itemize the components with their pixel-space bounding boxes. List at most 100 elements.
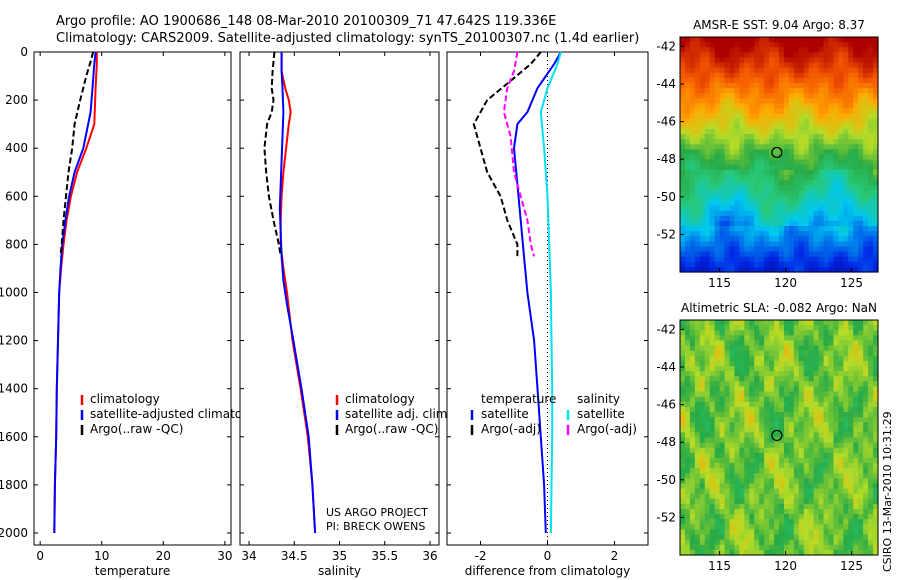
heatmap-cell xyxy=(858,452,864,459)
heatmap-cell xyxy=(779,473,785,479)
heatmap-cell xyxy=(734,442,740,449)
heatmap-cell xyxy=(788,498,795,505)
heatmap-cell xyxy=(714,185,721,191)
heatmap-cell xyxy=(873,261,879,268)
heatmap-cell xyxy=(729,205,736,212)
heatmap-cell xyxy=(798,256,805,263)
heatmap-cell xyxy=(838,355,844,362)
heatmap-cell xyxy=(729,417,736,423)
heatmap-cell xyxy=(873,376,879,382)
heatmap-cell xyxy=(749,210,755,217)
heatmap-cell xyxy=(803,57,810,64)
heatmap-cell xyxy=(684,52,691,59)
heatmap-cell xyxy=(798,473,805,479)
heatmap-cell xyxy=(873,381,879,388)
heatmap-cell xyxy=(724,468,731,474)
heatmap-cell xyxy=(813,52,820,59)
heatmap-cell xyxy=(843,534,849,541)
heatmap-cell xyxy=(714,509,721,515)
heatmap-cell xyxy=(734,205,740,212)
difference-xlabel: difference from climatology xyxy=(465,564,631,578)
heatmap-cell xyxy=(818,195,825,202)
heatmap-cell xyxy=(709,256,716,263)
heatmap-cell xyxy=(868,549,874,556)
heatmap-cell xyxy=(734,98,740,105)
heatmap-cell xyxy=(724,220,731,227)
heatmap-cell xyxy=(729,220,736,227)
heatmap-cell xyxy=(739,544,745,551)
heatmap-cell xyxy=(769,452,775,459)
heatmap-cell xyxy=(689,442,696,449)
heatmap-cell xyxy=(714,498,721,505)
heatmap-cell xyxy=(689,432,696,439)
heatmap-cell xyxy=(769,350,775,357)
heatmap-cell xyxy=(749,236,755,242)
heatmap-cell xyxy=(779,519,785,525)
heatmap-cell xyxy=(843,103,849,110)
heatmap-cell xyxy=(719,246,726,253)
heatmap-cell xyxy=(798,241,805,248)
heatmap-cell xyxy=(729,164,736,171)
heatmap-cell xyxy=(803,164,810,171)
heatmap-cell xyxy=(798,139,805,145)
heatmap-cell xyxy=(863,422,869,428)
heatmap-cell xyxy=(749,498,755,505)
heatmap-cell xyxy=(788,437,795,444)
heatmap-cell xyxy=(774,82,780,89)
heatmap-cell xyxy=(744,103,750,110)
heatmap-cell xyxy=(798,452,805,459)
heatmap-cell xyxy=(774,355,780,362)
heatmap-cell xyxy=(689,325,696,331)
heatmap-cell xyxy=(833,174,839,181)
heatmap-cell xyxy=(754,128,760,135)
heatmap-cell xyxy=(818,67,825,74)
heatmap-cell xyxy=(863,376,869,382)
heatmap-cell xyxy=(739,226,745,232)
heatmap-cell xyxy=(769,330,775,336)
heatmap-cell xyxy=(680,503,686,510)
heatmap-cell xyxy=(813,149,820,156)
heatmap-cell xyxy=(863,236,869,242)
heatmap-cell xyxy=(803,483,810,490)
heatmap-cell xyxy=(823,478,830,485)
heatmap-cell xyxy=(779,549,785,556)
heatmap-cell xyxy=(754,539,760,546)
heatmap-cell xyxy=(694,493,701,500)
heatmap-cell xyxy=(744,37,750,43)
heatmap-cell xyxy=(699,93,706,99)
heatmap-cell xyxy=(699,180,706,186)
heatmap-cell xyxy=(853,134,859,140)
heatmap-cell xyxy=(744,241,750,248)
heatmap-cell xyxy=(734,180,740,186)
heatmap-cell xyxy=(714,47,721,53)
heatmap-cell xyxy=(808,67,815,74)
heatmap-cell xyxy=(779,493,785,500)
heatmap-cell xyxy=(724,325,731,331)
salinity-xtick-label: 34 xyxy=(241,549,256,563)
heatmap-cell xyxy=(843,391,849,398)
heatmap-cell xyxy=(764,325,770,331)
heatmap-cell xyxy=(754,447,760,454)
heatmap-cell xyxy=(764,128,770,135)
heatmap-cell xyxy=(858,509,864,515)
heatmap-cell xyxy=(793,149,800,156)
heatmap-cell xyxy=(873,529,879,536)
heatmap-cell xyxy=(759,524,765,531)
heatmap-cell xyxy=(749,180,755,186)
heatmap-cell xyxy=(793,42,800,48)
heatmap-cell xyxy=(734,493,740,500)
heatmap-cell xyxy=(803,98,810,105)
heatmap-cell xyxy=(788,37,795,43)
heatmap-cell xyxy=(779,52,785,59)
heatmap-cell xyxy=(843,417,849,423)
heatmap-cell xyxy=(769,463,775,469)
heatmap-cell xyxy=(774,503,780,510)
heatmap-cell xyxy=(729,118,736,125)
heatmap-cell xyxy=(744,93,750,99)
heatmap-cell xyxy=(813,164,820,171)
heatmap-cell xyxy=(754,93,760,99)
heatmap-cell xyxy=(818,432,825,439)
heatmap-cell xyxy=(858,422,864,428)
heatmap-cell xyxy=(689,360,696,367)
heatmap-cell xyxy=(704,98,711,105)
